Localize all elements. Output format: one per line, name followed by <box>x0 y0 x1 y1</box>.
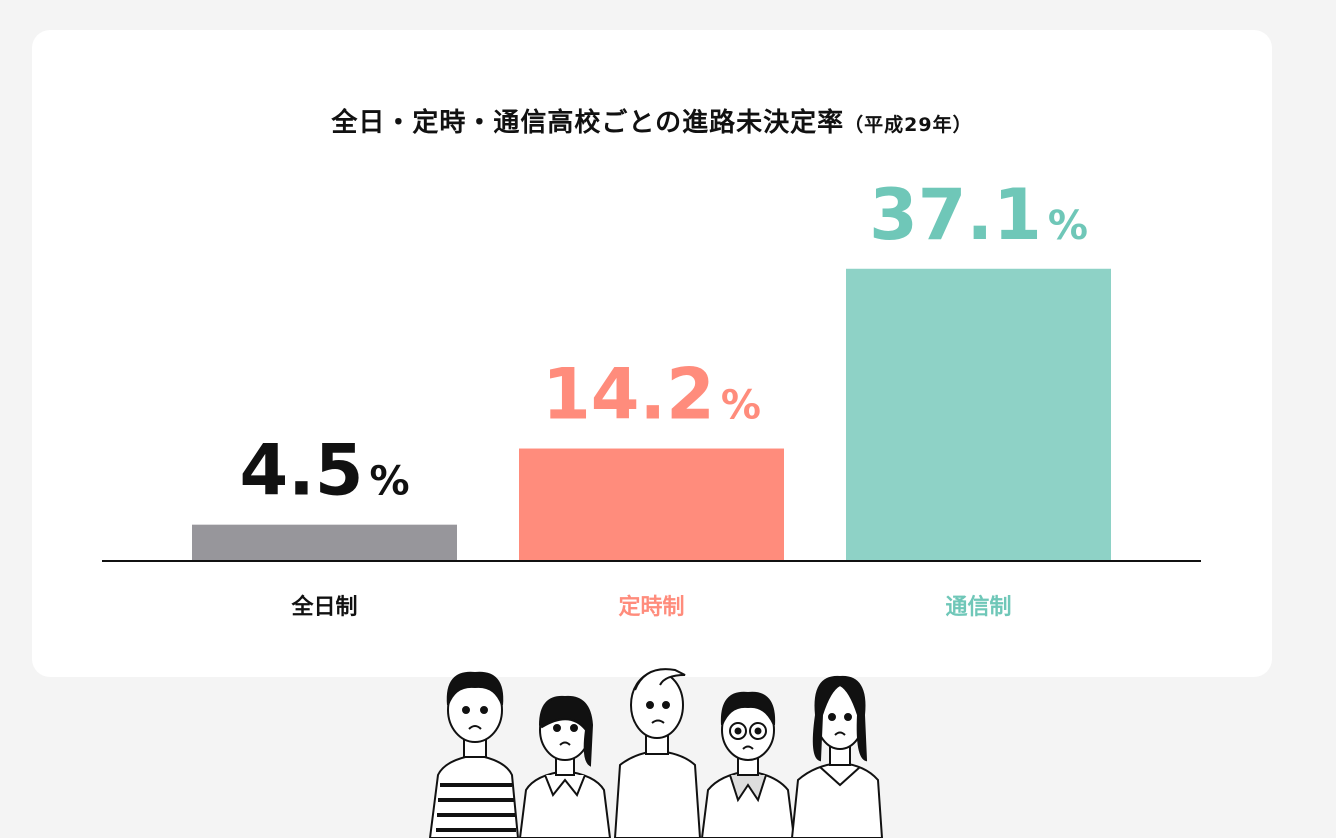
student-5 <box>790 675 884 838</box>
student-1 <box>428 671 520 838</box>
subtitle-text: （平成29年） <box>844 114 973 136</box>
category-label: 全日制 <box>290 594 357 620</box>
data-label: 4.5% <box>239 430 409 512</box>
bar-2 <box>519 448 784 560</box>
data-label: 14.2% <box>542 354 761 436</box>
bar-1 <box>192 524 457 560</box>
student-3 <box>613 668 702 838</box>
chart-title: 全日・定時・通信高校ごとの進路未決定率（平成29年） <box>32 102 1272 139</box>
category-label: 定時制 <box>618 594 684 620</box>
student-4 <box>700 691 796 838</box>
title-text: 全日・定時・通信高校ごとの進路未決定率 <box>331 108 845 138</box>
data-label: 37.1% <box>869 174 1088 256</box>
student-2 <box>518 695 612 838</box>
bar-chart: 4.5 % 全日制 14.2 % 定時制 37.1 % 通信制 <box>102 174 1201 620</box>
students-illustration <box>428 668 884 838</box>
bar-3 <box>846 268 1111 560</box>
category-label: 通信制 <box>945 594 1011 620</box>
